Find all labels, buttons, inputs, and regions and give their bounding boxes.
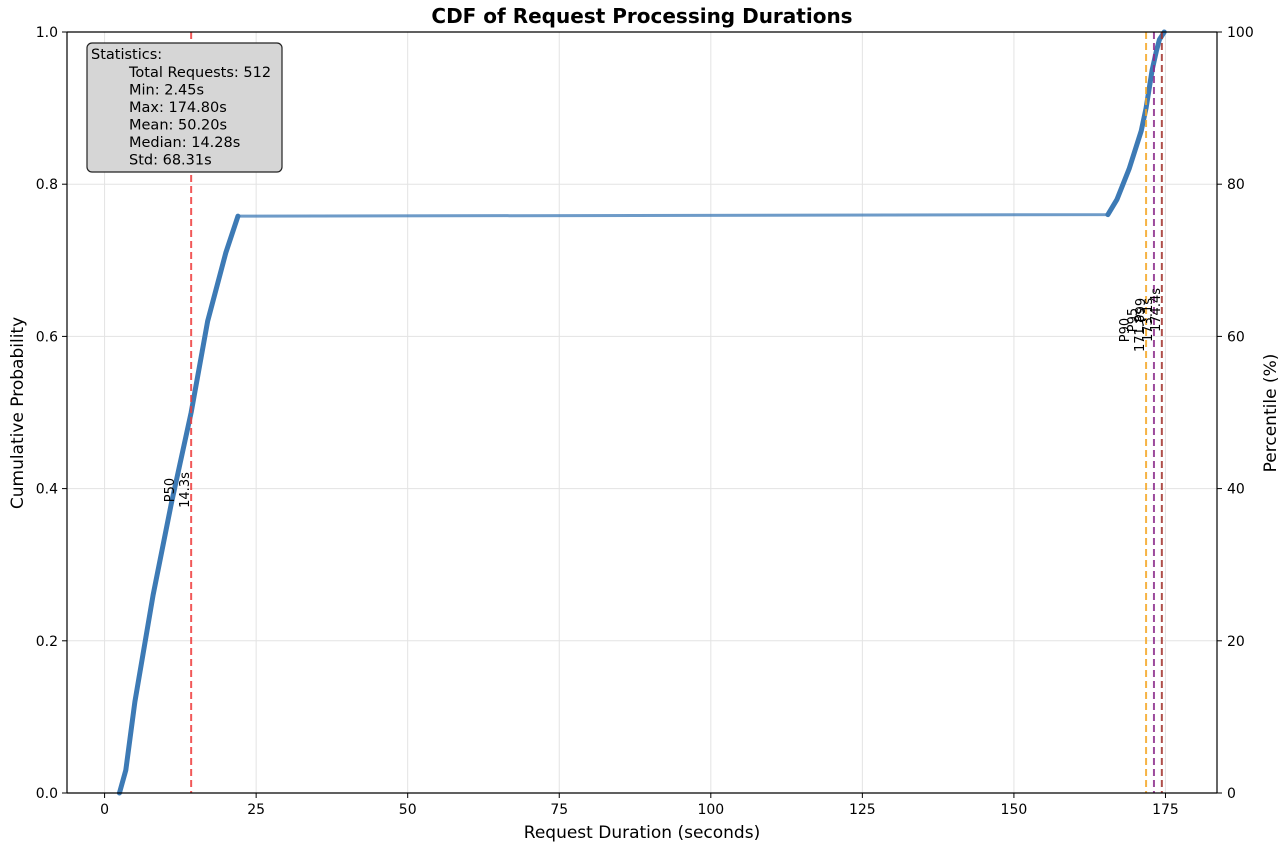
cdf-point	[223, 250, 229, 255]
statistics-line: Median: 14.28s	[129, 135, 240, 151]
y-tick-label: 1.0	[36, 25, 58, 41]
cdf-point	[1126, 166, 1132, 172]
y2-tick-label: 0	[1227, 786, 1236, 802]
statistics-line: Std: 68.31s	[129, 153, 212, 169]
percentile-value: 174.4s	[1149, 288, 1164, 332]
y2-tick-label: 60	[1227, 329, 1245, 345]
x-tick-label: 125	[849, 802, 876, 818]
x-tick-label: 25	[247, 802, 265, 818]
y2-tick-label: 40	[1227, 482, 1245, 498]
percentile-value: 14.3s	[178, 472, 193, 508]
cdf-point	[1114, 197, 1120, 202]
cdf-point	[123, 767, 129, 773]
x-tick-label: 150	[1001, 802, 1028, 818]
cdf-dense-segment	[1105, 29, 1167, 218]
x-tick-label: 50	[399, 802, 417, 818]
percentile-label-p90: P90171.8s	[1118, 308, 1148, 352]
cdf-point	[132, 699, 138, 704]
percentile-value: 173.1s	[1141, 298, 1156, 342]
cdf-point	[235, 213, 241, 219]
statistics-box-background	[86, 42, 283, 173]
cdf-point	[1139, 128, 1144, 134]
percentile-label-p95: P95173.1s	[1126, 298, 1156, 342]
x-tick-label: 0	[100, 802, 109, 818]
x-tick-label: 100	[697, 802, 724, 818]
y2-tick-label: 80	[1227, 177, 1245, 193]
percentile-label-p99: P99174.4s	[1134, 288, 1164, 332]
cdf-point	[150, 592, 156, 598]
y-tick-label: 0.0	[36, 786, 58, 802]
y-axis-label: Cumulative Probability	[8, 317, 28, 509]
statistics-heading: Statistics:	[91, 47, 162, 63]
percentile-name: P50	[163, 478, 178, 502]
percentile-label-p50: P5014.3s	[163, 472, 193, 508]
cdf-point	[169, 501, 174, 507]
cdf-point	[1154, 48, 1159, 54]
cdf-point	[1143, 105, 1149, 111]
statistics-box: Statistics: Total Requests: 512 Min: 2.4…	[86, 42, 283, 173]
y2-axis-label: Percentile (%)	[1261, 354, 1280, 473]
axis-ticks: 0 25 50 75 100 125 150 175 0.0 0.2 0.4 0.6 0.8 1.0 0 20…	[36, 25, 1254, 818]
cdf-point	[1105, 212, 1111, 217]
percentile-value: 171.8s	[1133, 308, 1148, 352]
percentile-name: P95	[1126, 308, 1141, 332]
cdf-point	[1157, 37, 1162, 42]
axes-frame	[66, 31, 1218, 794]
statistics-line: Total Requests: 512	[128, 65, 271, 81]
percentile-name: P90	[1118, 318, 1133, 342]
statistics-line: Min: 2.45s	[129, 83, 204, 99]
y2-tick-label: 20	[1227, 634, 1245, 650]
plot-area	[116, 29, 1167, 796]
statistics-line: Max: 174.80s	[129, 100, 227, 116]
x-tick-label: 175	[1152, 802, 1179, 818]
x-tick-label: 75	[550, 802, 568, 818]
y-tick-label: 0.2	[36, 634, 58, 650]
y-tick-label: 0.8	[36, 177, 58, 193]
chart-title: CDF of Request Processing Durations	[431, 4, 852, 28]
statistics-line: Mean: 50.20s	[129, 118, 227, 134]
y-tick-label: 0.4	[36, 482, 58, 498]
percentile-name: P99	[1134, 298, 1149, 322]
y2-tick-label: 100	[1227, 25, 1254, 41]
x-axis-label: Request Duration (seconds)	[524, 823, 760, 843]
cdf-point	[205, 318, 210, 324]
y-tick-label: 0.6	[36, 329, 58, 345]
